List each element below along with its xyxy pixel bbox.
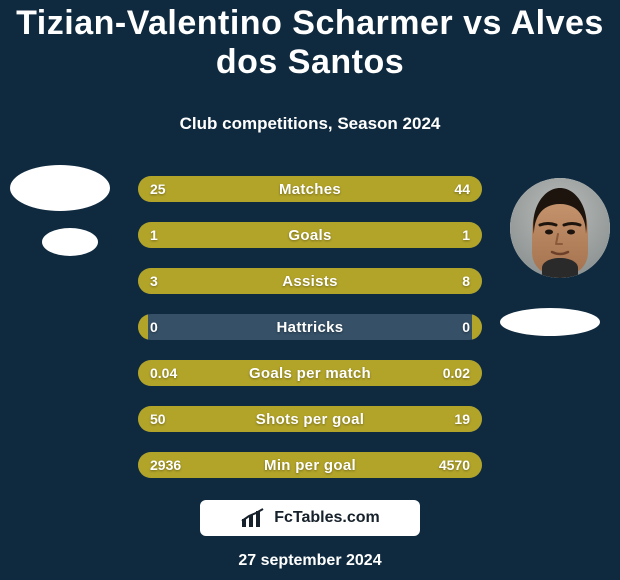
stat-label: Goals [138, 222, 482, 248]
stat-label: Assists [138, 268, 482, 294]
player-right-avatar [510, 178, 610, 278]
stat-value-right: 1 [462, 222, 470, 248]
stat-value-left: 25 [150, 176, 166, 202]
player-right-flag [500, 308, 600, 336]
stat-value-right: 4570 [439, 452, 470, 478]
face-icon [510, 178, 610, 278]
stat-label: Goals per match [138, 360, 482, 386]
player-left-avatar [10, 165, 110, 211]
chart-icon [240, 507, 268, 529]
player-left-flag [42, 228, 98, 256]
stat-value-left: 2936 [150, 452, 181, 478]
stat-value-left: 1 [150, 222, 158, 248]
stat-row: Assists3 8 [138, 268, 482, 294]
stat-value-right: 8 [462, 268, 470, 294]
stat-value-right: 0.02 [443, 360, 470, 386]
stat-value-right: 0 [462, 314, 470, 340]
stat-value-left: 50 [150, 406, 166, 432]
page-title: Tizian-Valentino Scharmer vs Alves dos S… [0, 4, 620, 82]
stat-label: Shots per goal [138, 406, 482, 432]
stat-label: Matches [138, 176, 482, 202]
stat-label: Min per goal [138, 452, 482, 478]
stat-value-right: 19 [454, 406, 470, 432]
subtitle: Club competitions, Season 2024 [0, 114, 620, 134]
stat-label: Hattricks [138, 314, 482, 340]
stat-row: Hattricks0 0 [138, 314, 482, 340]
stat-row: Goals1 1 [138, 222, 482, 248]
stat-row: Matches25 44 [138, 176, 482, 202]
stat-bars: Matches25 44 Goals1 1 Assists3 8 Hattricks0 0 Go… [138, 176, 482, 478]
stat-value-left: 0 [150, 314, 158, 340]
stat-value-left: 0.04 [150, 360, 177, 386]
brand-badge: FcTables.com [200, 500, 420, 536]
comparison-card: Tizian-Valentino Scharmer vs Alves dos S… [0, 0, 620, 580]
date-label: 27 september 2024 [0, 552, 620, 570]
brand-text: FcTables.com [274, 509, 380, 527]
stat-value-right: 44 [454, 176, 470, 202]
stat-row: Goals per match0.04 0.02 [138, 360, 482, 386]
stat-value-left: 3 [150, 268, 158, 294]
stat-row: Min per goal2936 4570 [138, 452, 482, 478]
stat-row: Shots per goal50 19 [138, 406, 482, 432]
